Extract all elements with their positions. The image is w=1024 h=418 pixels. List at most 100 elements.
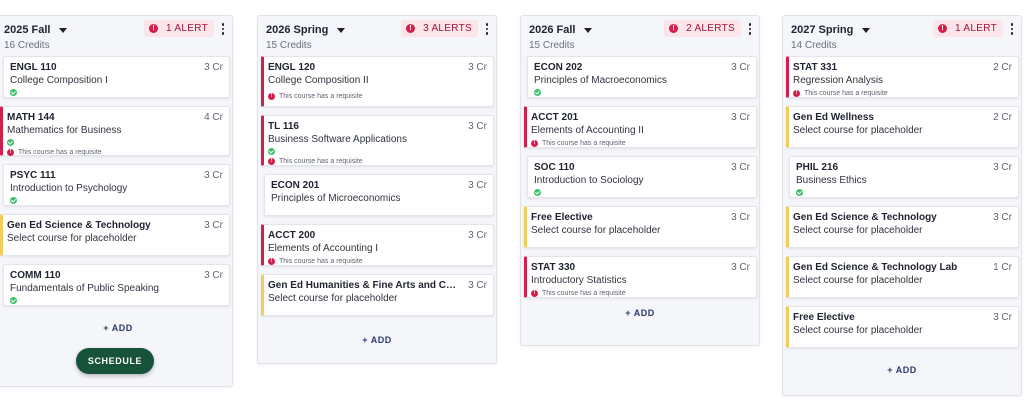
requisite-alert-icon: ! (268, 258, 275, 265)
course-card[interactable]: Free Elective 3 Cr Select course for pla… (524, 206, 757, 248)
term-dropdown-caret-icon[interactable] (59, 28, 68, 33)
course-title: Select course for placeholder (793, 225, 923, 236)
course-title: Select course for placeholder (793, 125, 923, 136)
course-code: MATH 144 (7, 112, 55, 123)
course-card[interactable]: Gen Ed Science & Technology Lab 1 Cr Sel… (786, 256, 1019, 298)
course-title: Business Ethics (796, 175, 867, 186)
course-card[interactable]: ECON 202 3 Cr Principles of Macroeconomi… (527, 56, 757, 98)
course-credits: 2 Cr (993, 62, 1012, 73)
add-course-button[interactable]: + ADD (103, 323, 133, 333)
course-credits: 3 Cr (731, 212, 750, 223)
course-code: ECON 201 (271, 180, 320, 191)
course-card[interactable]: ACCT 200 3 Cr Elements of Accounting I !… (261, 224, 494, 266)
term-header: 2026 Spring 15 Credits ! 3 ALERTS (258, 16, 496, 56)
course-title: Select course for placeholder (268, 293, 398, 304)
alert-icon: ! (669, 24, 679, 33)
course-credits: 3 Cr (204, 270, 223, 281)
term-credits: 16 Credits (4, 40, 50, 51)
requisite-note: ! This course has a requisite (531, 288, 750, 299)
add-course-button[interactable]: + ADD (362, 335, 392, 345)
add-course-button[interactable]: + ADD (887, 365, 917, 375)
course-card[interactable]: SOC 110 3 Cr Introduction to Sociology (527, 156, 757, 198)
check-icon (10, 197, 17, 204)
course-title: Regression Analysis (793, 75, 884, 86)
schedule-button[interactable]: SCHEDULE (76, 348, 154, 374)
course-card[interactable]: COMM 110 3 Cr Fundamentals of Public Spe… (3, 264, 230, 306)
term-name: 2025 Fall (4, 24, 51, 36)
term-alert-badge[interactable]: ! 1 ALERT (144, 20, 214, 37)
course-title: Mathematics for Business (7, 125, 122, 136)
add-course-button[interactable]: + ADD (625, 308, 655, 318)
term-card-2025-fall: 2025 Fall 16 Credits ! 1 ALERT ENGL 110 … (0, 15, 233, 387)
term-name: 2026 Fall (529, 24, 576, 36)
course-title: Principles of Macroeconomics (534, 75, 667, 86)
term-menu-icon[interactable] (483, 23, 491, 35)
check-icon (7, 139, 14, 146)
course-card[interactable]: Gen Ed Science & Technology 3 Cr Select … (0, 214, 230, 256)
term-alert-badge[interactable]: ! 2 ALERTS (664, 20, 741, 37)
alert-count: 3 ALERTS (423, 23, 472, 34)
term-dropdown-caret-icon[interactable] (584, 28, 593, 33)
course-credits: 3 Cr (993, 312, 1012, 323)
course-card[interactable]: Gen Ed Science & Technology 3 Cr Select … (786, 206, 1019, 248)
course-title: Select course for placeholder (531, 225, 661, 236)
term-menu-icon[interactable] (219, 23, 227, 35)
course-card[interactable]: MATH 144 4 Cr Mathematics for Business !… (0, 106, 230, 156)
term-alert-badge[interactable]: ! 3 ALERTS (401, 20, 478, 37)
course-card[interactable]: STAT 330 3 Cr Introductory Statistics ! … (524, 256, 757, 298)
course-code: COMM 110 (10, 270, 61, 281)
course-code: STAT 330 (531, 262, 576, 273)
course-code: ENGL 110 (10, 62, 57, 73)
course-title: Select course for placeholder (793, 325, 923, 336)
course-title: Elements of Accounting I (268, 243, 379, 254)
course-credits: 3 Cr (204, 170, 223, 181)
course-card[interactable]: ENGL 110 3 Cr College Composition I (3, 56, 230, 98)
course-credits: 3 Cr (468, 121, 487, 132)
course-card[interactable]: Free Elective 3 Cr Select course for pla… (786, 306, 1019, 348)
course-card[interactable]: Gen Ed Wellness 2 Cr Select course for p… (786, 106, 1019, 148)
course-title: Fundamentals of Public Speaking (10, 283, 159, 294)
alert-count: 1 ALERT (166, 23, 208, 34)
course-card[interactable]: PHIL 216 3 Cr Business Ethics (789, 156, 1019, 198)
requisite-alert-icon: ! (268, 93, 275, 100)
requisite-alert-icon: ! (7, 149, 14, 156)
check-icon (534, 89, 541, 96)
course-card[interactable]: ENGL 120 3 Cr College Composition II ! T… (261, 56, 494, 107)
course-credits: 2 Cr (993, 112, 1012, 123)
course-code: Gen Ed Science & Technology (7, 220, 151, 231)
course-title: Principles of Microeconomics (271, 193, 401, 204)
course-credits: 3 Cr (731, 112, 750, 123)
course-card[interactable]: PSYC 111 3 Cr Introduction to Psychology (3, 164, 230, 206)
term-credits: 14 Credits (791, 40, 837, 51)
course-card[interactable]: STAT 331 2 Cr Regression Analysis ! This… (786, 56, 1019, 98)
term-dropdown-caret-icon[interactable] (862, 28, 871, 33)
course-code: PSYC 111 (10, 170, 56, 181)
course-title: Business Software Applications (268, 134, 407, 145)
requisite-alert-icon: ! (268, 158, 275, 165)
term-alert-badge[interactable]: ! 1 ALERT (933, 20, 1003, 37)
course-code: Gen Ed Science & Technology (793, 212, 937, 223)
course-credits: 3 Cr (204, 62, 223, 73)
requisite-alert-icon: ! (793, 90, 800, 97)
term-header: 2025 Fall 16 Credits ! 1 ALERT (0, 16, 232, 56)
alert-icon: ! (406, 24, 416, 33)
term-menu-icon[interactable] (1008, 23, 1016, 35)
course-code: Gen Ed Humanities & Fine Arts and Cultur… (268, 280, 477, 291)
course-title: Elements of Accounting II (531, 125, 644, 136)
term-name: 2027 Spring (791, 24, 854, 36)
term-dropdown-caret-icon[interactable] (337, 28, 346, 33)
term-menu-icon[interactable] (746, 23, 754, 35)
alert-icon: ! (938, 24, 948, 33)
course-code: PHIL 216 (796, 162, 839, 173)
course-code: Free Elective (531, 212, 593, 223)
course-card[interactable]: TL 116 3 Cr Business Software Applicatio… (261, 115, 494, 166)
course-card[interactable]: ACCT 201 3 Cr Elements of Accounting II … (524, 106, 757, 148)
requisite-alert-icon: ! (531, 140, 538, 147)
requisite-note: ! This course has a requisite (268, 156, 487, 167)
course-card[interactable]: ECON 201 3 Cr Principles of Microeconomi… (264, 174, 494, 216)
course-card[interactable]: Gen Ed Humanities & Fine Arts and Cultur… (261, 274, 494, 316)
check-icon (796, 189, 803, 196)
course-title: Introduction to Sociology (534, 175, 644, 186)
term-card-2026-fall: 2026 Fall 15 Credits ! 2 ALERTS ECON 202… (520, 15, 760, 346)
requisite-note: ! This course has a requisite (268, 91, 487, 102)
